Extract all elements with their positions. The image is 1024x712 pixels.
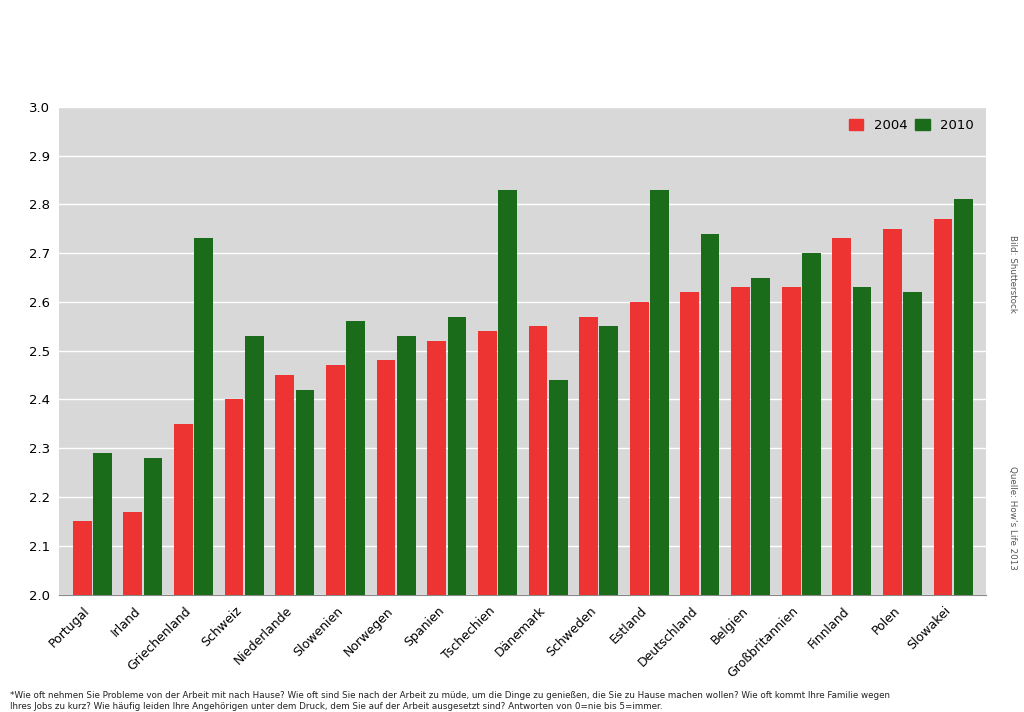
Bar — [853, 287, 871, 712]
Bar — [427, 341, 446, 712]
Bar — [143, 458, 163, 712]
Text: Konflikt zwischen Arbeit und Privatem auf einer Skala von 0-5, Durchschnittswert: Konflikt zwischen Arbeit und Privatem au… — [44, 67, 673, 80]
Bar — [802, 253, 821, 712]
Bar — [731, 287, 750, 712]
Bar — [903, 292, 922, 712]
Bar — [275, 375, 294, 712]
Bar — [93, 453, 112, 712]
Bar — [447, 317, 466, 712]
Bar — [528, 326, 547, 712]
Bar — [174, 424, 193, 712]
Bar — [195, 239, 213, 712]
Bar — [883, 229, 902, 712]
Bar — [934, 219, 952, 712]
Bar — [326, 365, 345, 712]
Bar — [650, 189, 669, 712]
Bar — [580, 317, 598, 712]
Bar — [681, 292, 699, 712]
Bar — [346, 321, 365, 712]
Bar — [630, 302, 648, 712]
Bar — [599, 326, 618, 712]
Bar — [752, 278, 770, 712]
Bar — [499, 189, 517, 712]
Bar — [377, 360, 395, 712]
Text: Work-Life-Balance: Work-Life-Balance — [44, 17, 343, 45]
Bar — [700, 234, 720, 712]
Bar — [549, 380, 567, 712]
Bar — [73, 521, 91, 712]
Bar — [397, 336, 416, 712]
Bar — [296, 389, 314, 712]
Bar — [245, 336, 264, 712]
Bar — [478, 331, 497, 712]
Bar — [781, 287, 801, 712]
Text: *Wie oft nehmen Sie Probleme von der Arbeit mit nach Hause? Wie oft sind Sie nac: *Wie oft nehmen Sie Probleme von der Arb… — [10, 691, 890, 711]
Bar — [124, 512, 142, 712]
Bar — [954, 199, 973, 712]
Text: Bild: Shutterstock: Bild: Shutterstock — [1008, 236, 1017, 313]
Legend: 2004, 2010: 2004, 2010 — [844, 113, 980, 137]
Bar — [833, 239, 851, 712]
Bar — [224, 399, 244, 712]
Text: Quelle: How’s Life 2013: Quelle: How’s Life 2013 — [1008, 466, 1017, 570]
